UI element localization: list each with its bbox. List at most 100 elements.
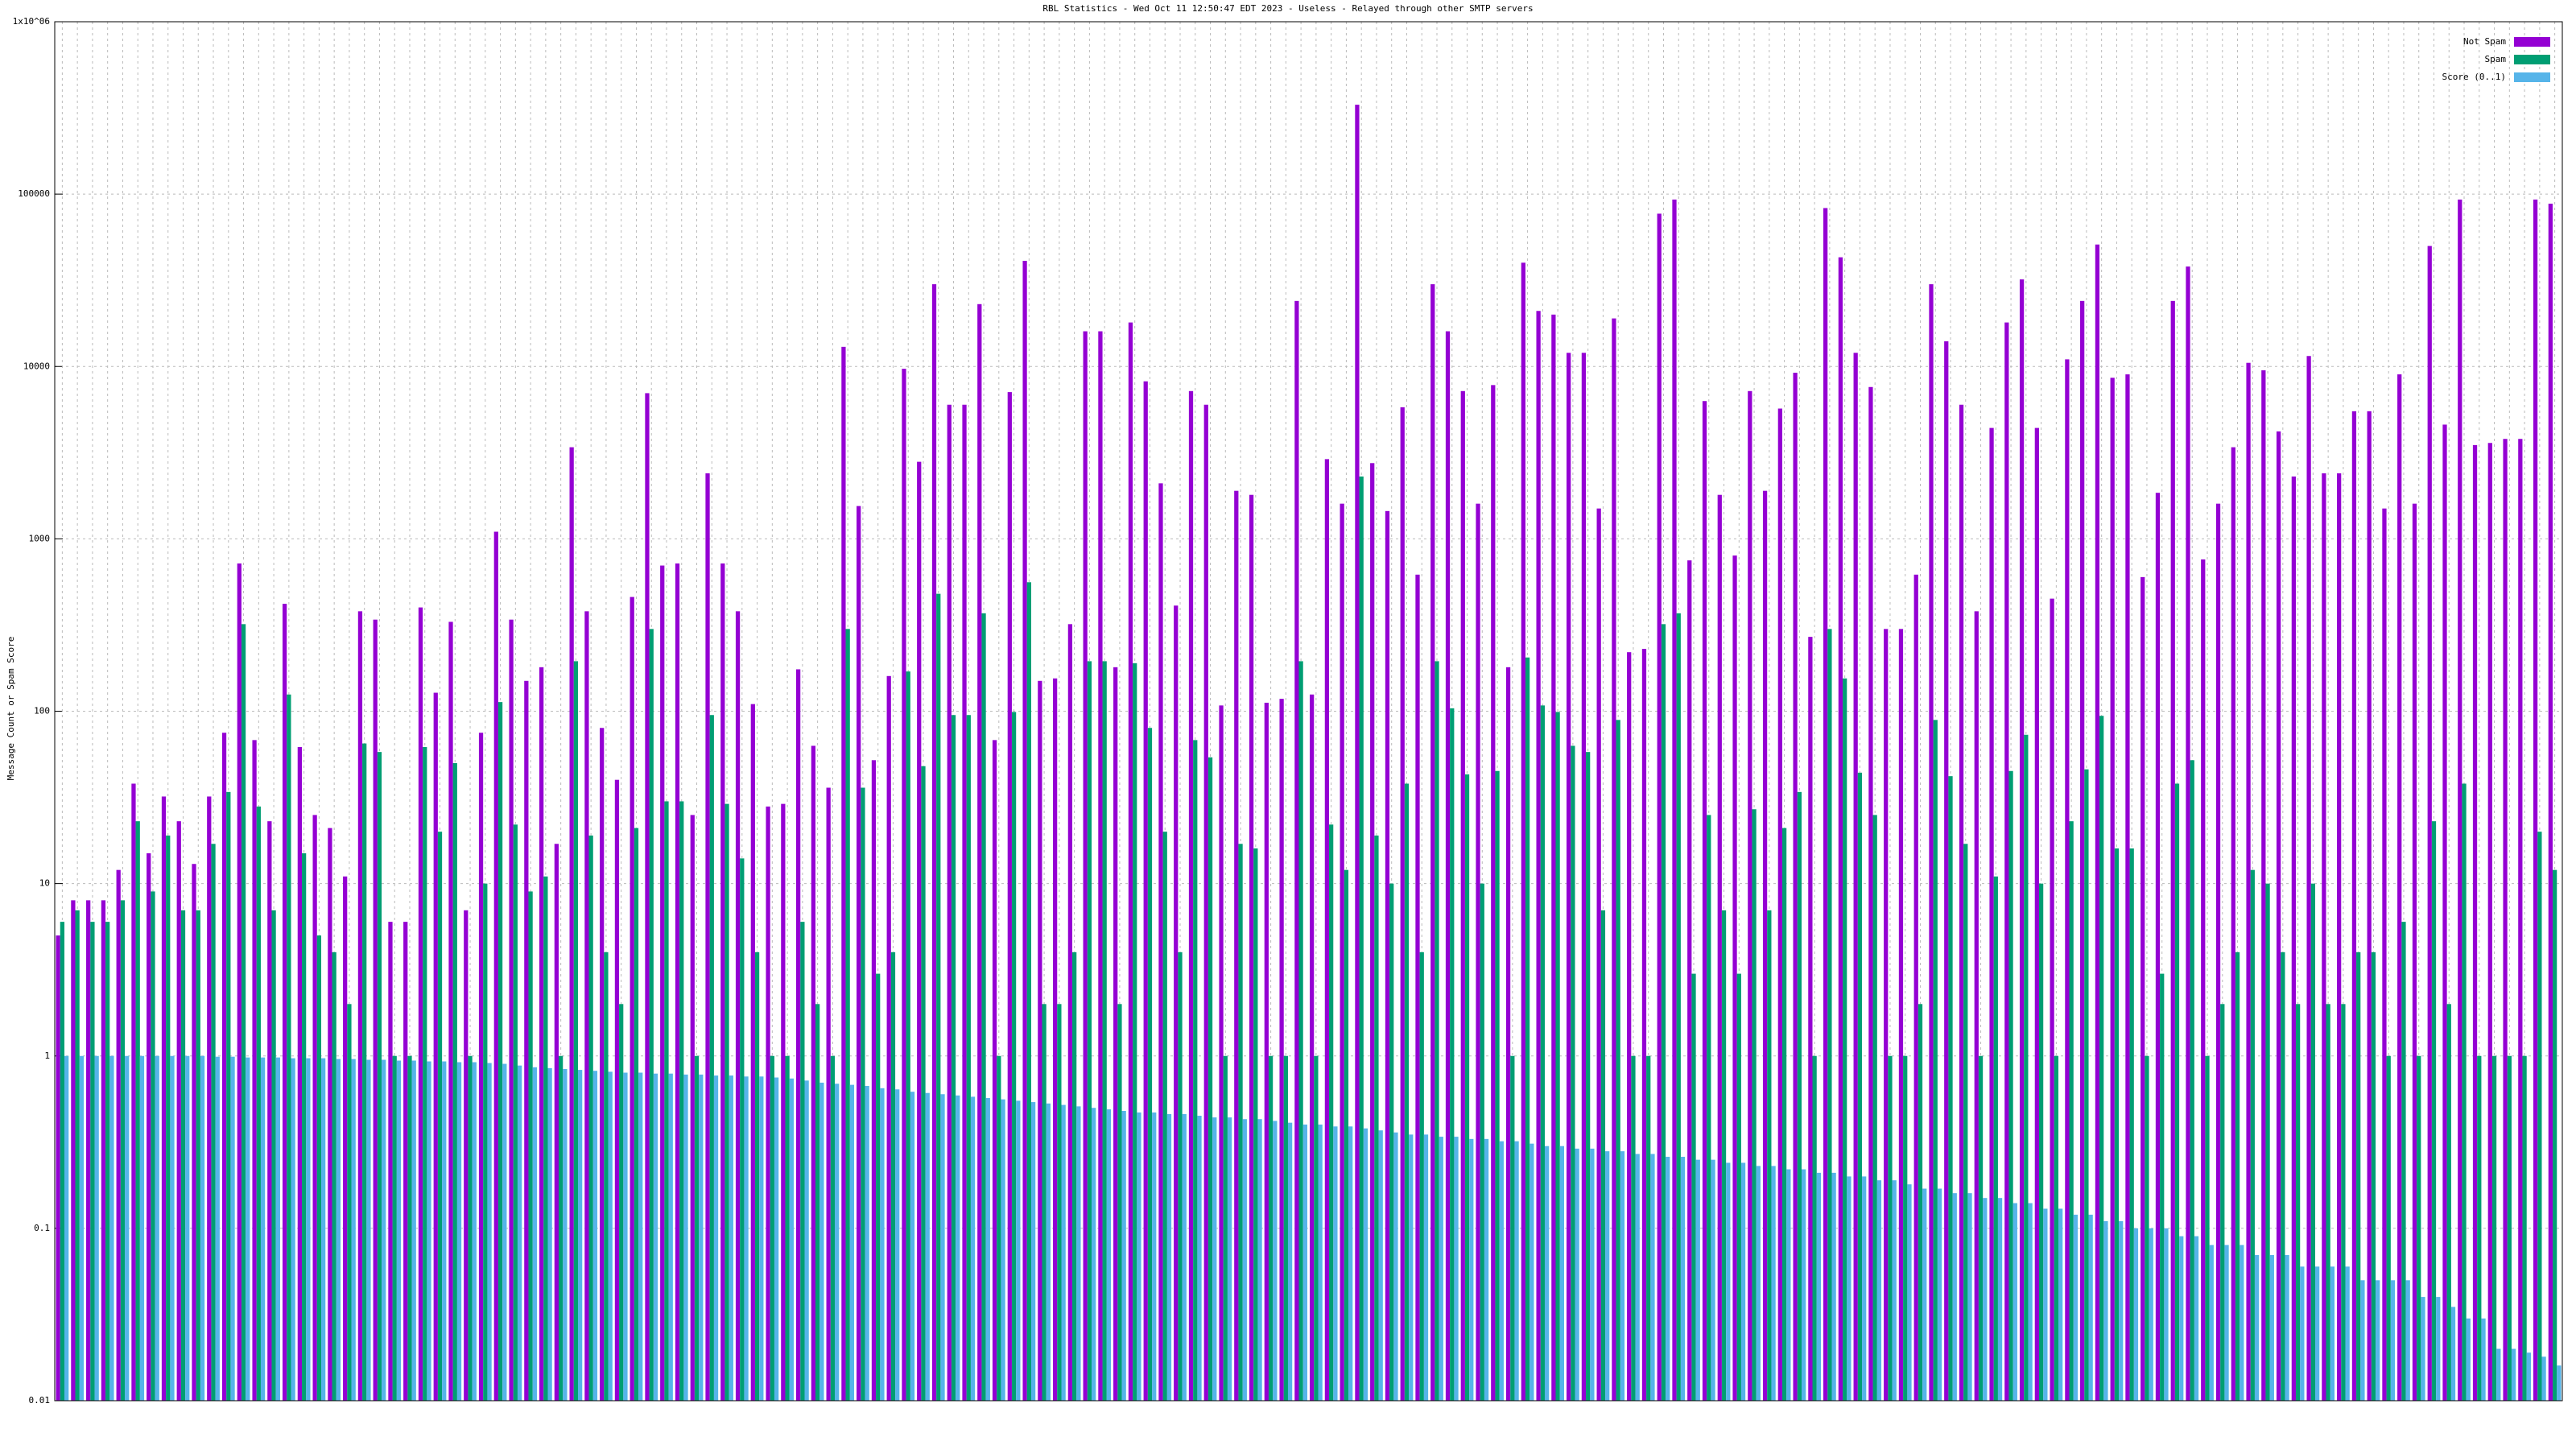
bar	[1087, 661, 1092, 1401]
bar	[902, 369, 906, 1401]
bar	[2341, 1004, 2346, 1401]
bar	[2360, 1280, 2365, 1401]
bar	[116, 869, 121, 1401]
bar	[2427, 246, 2432, 1402]
bar	[2315, 1266, 2320, 1401]
bar	[260, 1057, 266, 1401]
bar	[1762, 490, 1768, 1401]
bar	[180, 910, 186, 1401]
bar	[135, 821, 140, 1401]
bar	[785, 1055, 790, 1401]
bar	[2442, 424, 2447, 1402]
bar	[1212, 1117, 1217, 1401]
bar	[2170, 300, 2175, 1401]
bar	[690, 815, 695, 1401]
bar	[252, 740, 257, 1401]
bar	[2285, 1255, 2289, 1401]
bar	[1631, 1055, 1636, 1401]
bar	[830, 1055, 836, 1401]
bar	[196, 910, 200, 1401]
bar	[343, 876, 348, 1401]
bar	[2069, 821, 2074, 1401]
bar	[1197, 1116, 1202, 1401]
y-tick-label: 1x10^06	[13, 16, 50, 27]
bar	[2281, 952, 2285, 1401]
bar	[675, 563, 680, 1401]
bar	[366, 1059, 371, 1401]
bar	[392, 1055, 397, 1401]
bar	[396, 1060, 402, 1401]
bar	[1242, 1119, 1247, 1401]
bar	[1378, 1130, 1383, 1401]
bar	[592, 1071, 598, 1401]
bar	[151, 891, 155, 1401]
bar	[487, 1063, 492, 1401]
bar	[2450, 1307, 2456, 1401]
bar	[1612, 318, 1616, 1401]
bar	[1536, 311, 1541, 1402]
bar	[237, 563, 242, 1401]
bar	[1726, 1162, 1731, 1401]
bar	[1370, 463, 1375, 1401]
bar	[1257, 1119, 1262, 1401]
bar	[1137, 1112, 1141, 1401]
bar	[2129, 848, 2134, 1401]
bar	[740, 858, 745, 1401]
bar	[1499, 1141, 1504, 1401]
bar	[347, 1004, 352, 1401]
bar	[1913, 574, 1918, 1401]
bar	[1711, 1159, 1715, 1401]
bar	[1419, 952, 1424, 1401]
bar	[985, 1098, 990, 1401]
bar	[1978, 1055, 1984, 1401]
bar	[351, 1059, 356, 1401]
bar	[1238, 844, 1243, 1401]
legend-swatch	[2514, 37, 2550, 47]
bar	[781, 803, 786, 1401]
bar	[1430, 284, 1435, 1401]
bar	[1505, 667, 1511, 1401]
bar	[2552, 869, 2557, 1401]
bar	[1702, 401, 1707, 1402]
bar	[956, 1095, 960, 1401]
bar	[2417, 1055, 2421, 1401]
bar	[800, 922, 805, 1401]
bar	[895, 1089, 900, 1401]
bar	[584, 611, 589, 1401]
bar	[921, 766, 926, 1401]
bar	[547, 1067, 552, 1401]
bar	[1847, 1176, 1852, 1401]
bar	[578, 1070, 583, 1401]
bar	[744, 1076, 749, 1401]
bar	[2326, 1004, 2330, 1401]
bar	[750, 704, 755, 1401]
bar	[1514, 1141, 1519, 1401]
bar	[1777, 408, 1782, 1401]
legend-swatch	[2514, 72, 2550, 82]
bar	[1495, 770, 1500, 1401]
bar	[634, 828, 639, 1401]
bar	[1884, 629, 1889, 1401]
bar	[1853, 353, 1858, 1402]
bar	[1393, 1132, 1398, 1401]
bar	[1208, 757, 1213, 1401]
bar	[185, 1055, 190, 1401]
bar	[131, 783, 136, 1401]
bar	[1530, 1143, 1534, 1401]
bar	[1793, 373, 1798, 1402]
bar	[2421, 1297, 2425, 1401]
bar	[301, 852, 307, 1401]
legend-label: Score (0..1)	[2442, 72, 2506, 82]
bar	[2174, 783, 2180, 1401]
bar	[2164, 1228, 2169, 1401]
y-tick-label: 10000	[23, 361, 50, 371]
bar	[332, 952, 336, 1401]
bar	[1030, 1102, 1036, 1401]
bar	[357, 611, 363, 1401]
bar	[1348, 1126, 1353, 1401]
bar	[71, 900, 76, 1401]
bar	[1102, 661, 1107, 1401]
bar	[246, 1057, 250, 1401]
bar	[1816, 1172, 1822, 1401]
bar	[502, 1063, 507, 1401]
